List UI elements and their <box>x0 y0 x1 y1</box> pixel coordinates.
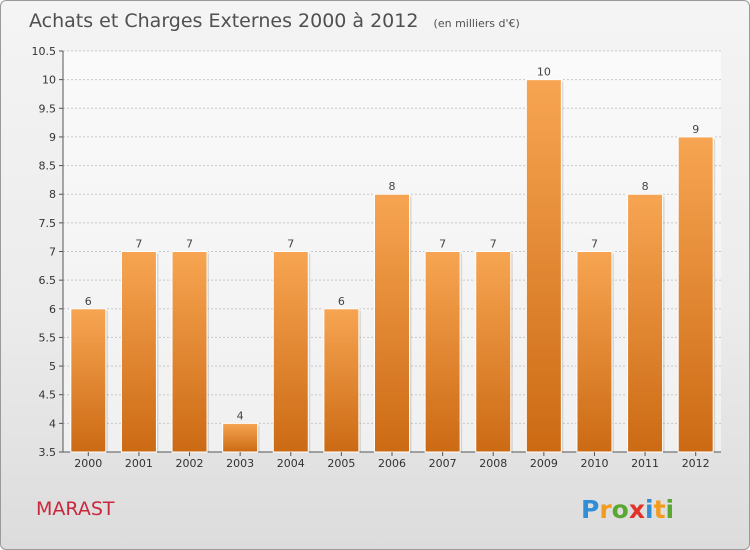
bar-2004 <box>272 251 309 453</box>
x-tick-label: 2009 <box>530 457 558 470</box>
y-tick-label: 4.5 <box>39 389 57 402</box>
x-tick-label: 2005 <box>327 457 355 470</box>
logo-letter: o <box>612 495 629 524</box>
y-tick-label: 6.5 <box>39 274 57 287</box>
logo-letter: i <box>645 495 654 524</box>
bar-2006 <box>374 193 410 453</box>
x-tick-label: 2010 <box>580 457 608 470</box>
bar-2002 <box>171 251 208 453</box>
bar-2012 <box>677 136 714 453</box>
logo-letter: i <box>666 495 675 524</box>
bar-2011 <box>627 193 664 453</box>
y-tick-label: 10.5 <box>32 45 57 58</box>
x-tick-label: 2001 <box>125 457 153 470</box>
x-tick-label: 2011 <box>631 457 659 470</box>
x-tick-labels: 2000 2001 2002 2003 2004 2005 2006 2007 2008 2009… <box>74 452 710 470</box>
value-label: 7 <box>591 238 598 251</box>
logo-letter: t <box>654 495 666 524</box>
x-tick-label: 2012 <box>682 457 710 470</box>
x-tick-label: 2006 <box>378 457 406 470</box>
chart-title-text: Achats et Charges Externes 2000 à 2012 <box>29 10 418 32</box>
logo-letter: P <box>581 495 599 524</box>
y-tick-label: 4 <box>49 417 56 430</box>
bar-2005 <box>323 308 360 453</box>
bar-2009 <box>525 79 562 453</box>
y-tick-labels: 3.5 4 4.5 5 5.5 6 6.5 7 7.5 8 8.5 9 9.5 10 10.5 <box>32 45 57 459</box>
y-tick-label: 10 <box>42 74 56 87</box>
value-label: 6 <box>85 295 92 308</box>
y-tick-label: 9.5 <box>39 102 57 115</box>
value-label: 9 <box>692 123 699 136</box>
value-label: 7 <box>490 238 497 251</box>
chart-unit-label: (en milliers d'€) <box>434 17 520 30</box>
x-tick-label: 2003 <box>226 457 254 470</box>
y-tick-label: 3.5 <box>39 446 57 459</box>
y-tick-label: 8 <box>49 188 56 201</box>
logo-letter: r <box>599 495 612 524</box>
chart-title: Achats et Charges Externes 2000 à 2012 (… <box>29 10 520 32</box>
y-tick-label: 6 <box>49 303 56 316</box>
x-tick-label: 2004 <box>277 457 305 470</box>
x-tick-label: 2000 <box>74 457 102 470</box>
bar-2000 <box>70 308 107 453</box>
bar-2001 <box>120 251 157 453</box>
bar-2003 <box>222 422 259 453</box>
y-tick-label: 9 <box>49 131 56 144</box>
value-label: 7 <box>439 238 446 251</box>
y-tick-label: 5 <box>49 360 56 373</box>
y-tick-label: 7.5 <box>39 217 57 230</box>
value-label: 7 <box>287 238 294 251</box>
x-tick-label: 2007 <box>429 457 457 470</box>
y-tick-label: 5.5 <box>39 331 57 344</box>
y-tick-label: 8.5 <box>39 160 57 173</box>
value-label: 7 <box>186 238 193 251</box>
bar-2010 <box>576 251 613 453</box>
value-label: 6 <box>338 295 345 308</box>
bars <box>70 79 716 453</box>
x-tick-label: 2002 <box>176 457 204 470</box>
proxiti-logo: Proxiti <box>581 495 674 524</box>
value-label: 7 <box>135 238 142 251</box>
value-label: 10 <box>537 66 551 79</box>
y-tick-label: 7 <box>49 246 56 259</box>
bar-2008 <box>475 251 512 453</box>
logo-letter: x <box>629 495 645 524</box>
value-label: 4 <box>237 409 244 422</box>
value-label: 8 <box>389 180 396 193</box>
bar-2007 <box>424 251 461 453</box>
commune-name: MARAST <box>36 498 115 520</box>
value-labels: 6 7 7 4 7 6 8 7 7 10 7 8 9 <box>85 66 699 423</box>
x-tick-label: 2008 <box>479 457 507 470</box>
value-label: 8 <box>642 180 649 193</box>
